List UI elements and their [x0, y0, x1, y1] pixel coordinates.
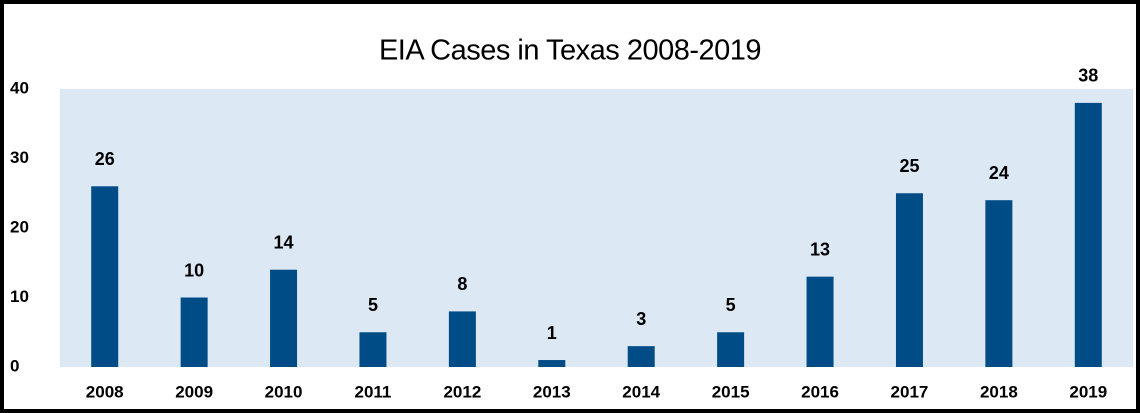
data-label: 25 [899, 156, 919, 176]
data-label: 14 [274, 232, 294, 252]
data-label: 1 [547, 323, 557, 343]
bar [359, 332, 387, 367]
data-label: 38 [1078, 66, 1098, 86]
y-tick-label: 30 [10, 148, 29, 167]
bar [985, 200, 1013, 367]
bar [1074, 102, 1102, 368]
bar [806, 276, 834, 367]
x-tick-label: 2016 [801, 382, 839, 401]
bar [91, 186, 119, 367]
bar [895, 193, 923, 367]
y-tick-label: 40 [10, 78, 29, 97]
x-tick-label: 2010 [265, 382, 303, 401]
bar [627, 346, 655, 367]
x-tick-label: 2018 [980, 382, 1018, 401]
data-label: 3 [636, 309, 646, 329]
plot-area [60, 89, 1133, 367]
y-tick-label: 0 [10, 356, 19, 375]
data-label: 8 [457, 274, 467, 294]
chart-title: EIA Cases in Texas 2008-2019 [379, 35, 761, 67]
data-label: 5 [726, 295, 736, 315]
bar [538, 360, 566, 367]
bar [717, 332, 745, 367]
x-tick-label: 2011 [355, 382, 392, 401]
bar [448, 311, 476, 367]
x-tick-label: 2009 [175, 382, 213, 401]
bar [180, 297, 208, 367]
x-tick-label: 2017 [891, 382, 929, 401]
data-label: 13 [810, 239, 830, 259]
data-label: 5 [368, 295, 378, 315]
x-tick-label: 2008 [86, 382, 124, 401]
data-label: 26 [95, 149, 115, 169]
x-tick-label: 2014 [622, 382, 660, 401]
x-tick-label: 2013 [533, 382, 571, 401]
data-label: 24 [989, 163, 1009, 183]
y-tick-label: 10 [10, 287, 29, 306]
y-tick-label: 20 [10, 217, 29, 236]
bar [270, 269, 298, 367]
x-tick-label: 2019 [1069, 382, 1107, 401]
x-tick-label: 2012 [443, 382, 481, 401]
x-tick-label: 2015 [712, 382, 750, 401]
data-label: 10 [184, 260, 204, 280]
